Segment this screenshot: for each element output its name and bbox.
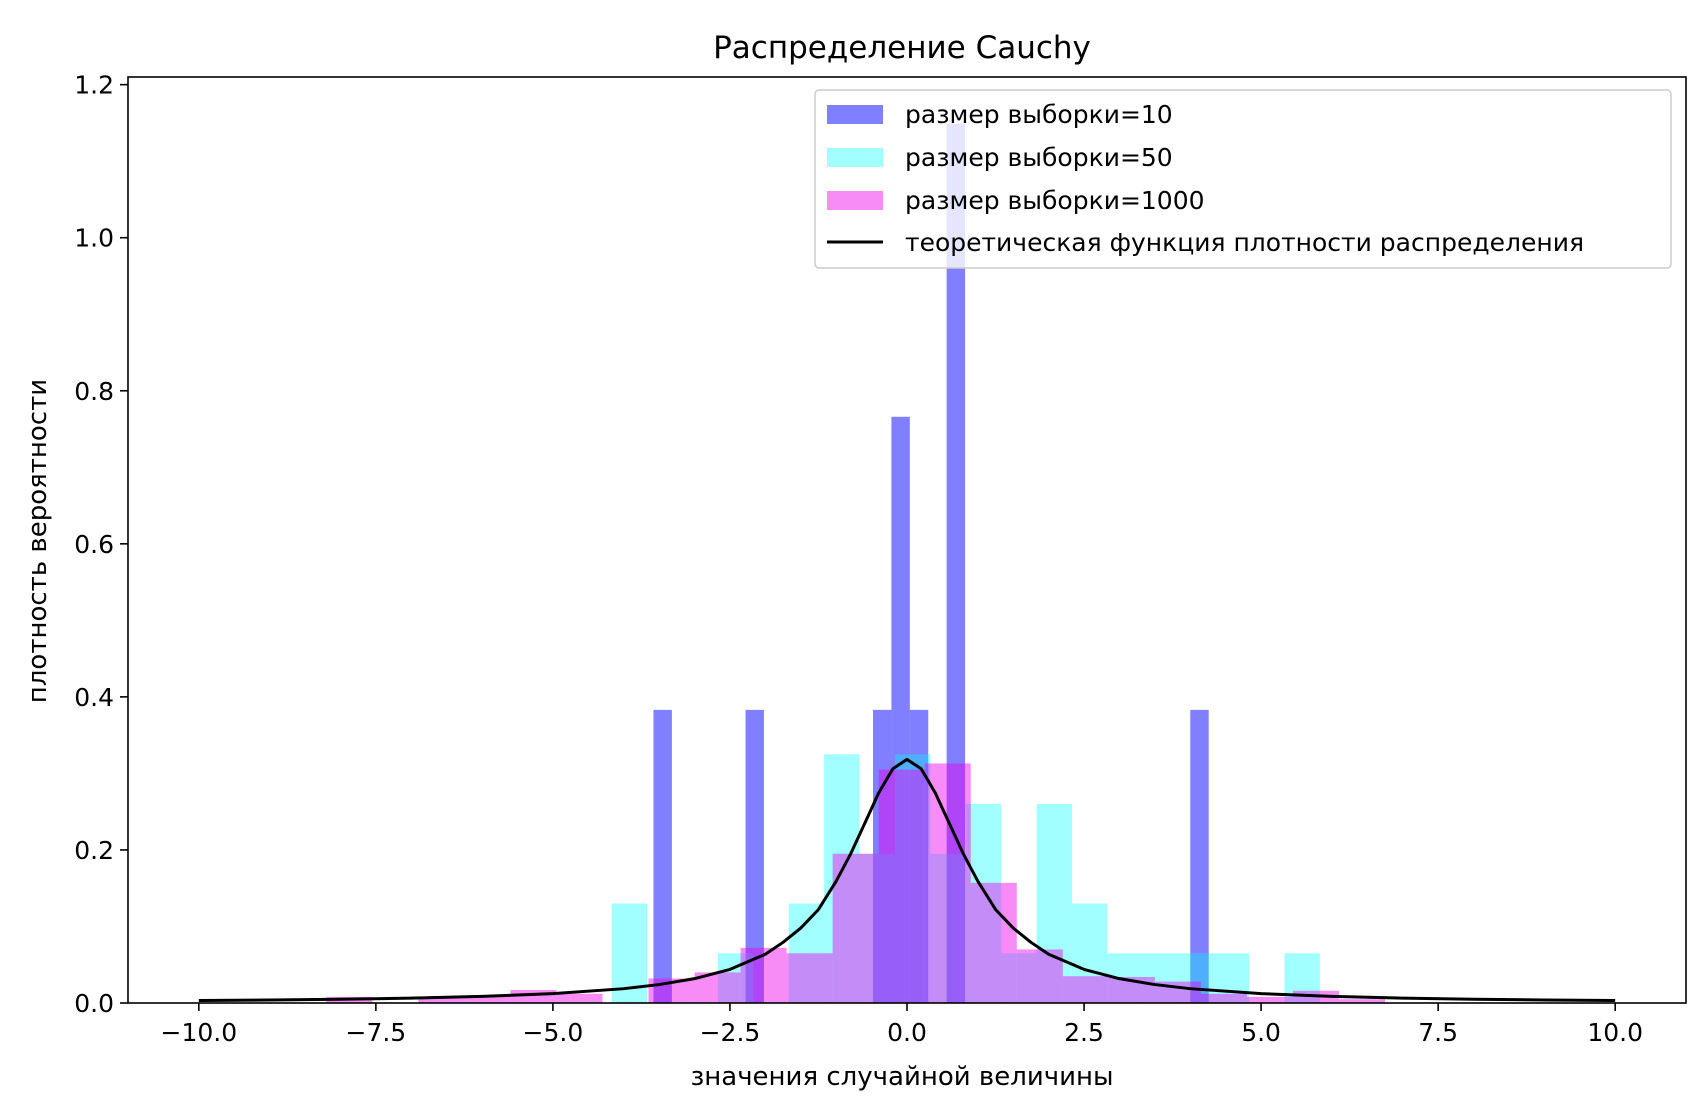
x-tick-label-8: 10.0	[1587, 1018, 1643, 1047]
bar-sample-1000-11	[924, 763, 971, 1003]
bar-sample-10-5	[946, 123, 966, 1004]
y-axis-ticks: 0.0 0.2 0.4 0.6 0.8 1.0 1.2	[74, 71, 128, 1018]
y-tick-label-3: 0.6	[74, 530, 114, 559]
y-tick-label-4: 0.8	[74, 377, 114, 406]
y-tick-label-1: 0.2	[74, 836, 114, 865]
legend-label-sample-1000: размер выборки=1000	[905, 186, 1205, 215]
bar-sample-1000-20	[1338, 999, 1386, 1003]
x-tick-label-5: 2.5	[1064, 1018, 1104, 1047]
x-axis-ticks: −10.0 −7.5 −5.0 −2.5 0.0 2.5 5.0 7.5 10.0	[161, 1003, 1643, 1047]
legend-swatch-sample-10	[827, 105, 883, 124]
y-tick-label-0: 0.0	[74, 989, 114, 1018]
x-tick-label-4: 0.0	[887, 1018, 927, 1047]
legend-label-theoretical-pdf: теоретическая функция плотности распреде…	[905, 228, 1584, 257]
bar-sample-1000-18	[1246, 996, 1293, 1003]
legend-label-sample-50: размер выборки=50	[905, 143, 1173, 172]
y-tick-label-2: 0.4	[74, 683, 114, 712]
x-tick-label-2: −5.0	[523, 1018, 584, 1047]
x-tick-label-0: −10.0	[161, 1018, 238, 1047]
bar-sample-10-6	[1190, 709, 1209, 1003]
bar-sample-50-5	[894, 754, 931, 1003]
bar-sample-1000-17	[1200, 993, 1247, 1003]
bar-sample-50-8	[1001, 953, 1037, 1003]
bar-sample-50-9	[1036, 804, 1073, 1003]
bar-sample-1000-8	[786, 953, 833, 1003]
bar-sample-10-1	[745, 709, 764, 1003]
x-axis-label: значения случайной величины	[690, 1062, 1113, 1092]
legend-box	[814, 89, 1672, 269]
bar-sample-1000-10	[878, 769, 925, 1003]
bar-sample-10-0	[653, 709, 672, 1003]
bar-sample-10-4	[909, 709, 929, 1003]
bar-sample-50-6	[930, 853, 966, 1003]
bar-sample-50-7	[965, 804, 1002, 1003]
bars-layer	[326, 123, 1386, 1004]
bar-sample-50-4	[859, 853, 895, 1003]
y-tick-label-5: 1.0	[74, 224, 114, 253]
legend-label-sample-10: размер выборки=10	[905, 100, 1173, 129]
bar-sample-1000-9	[832, 853, 879, 1003]
bar-sample-50-3	[824, 754, 860, 1003]
y-axis-label: плотность вероятности	[23, 379, 53, 703]
bar-sample-1000-7	[740, 947, 787, 1003]
bar-sample-50-12	[1142, 953, 1179, 1003]
bar-sample-10-3	[891, 416, 910, 1003]
legend: размер выборки=10 размер выборки=50 разм…	[814, 89, 1672, 269]
bar-sample-1000-2	[464, 995, 511, 1003]
bar-sample-50-13	[1178, 953, 1214, 1003]
bar-sample-1000-14	[1062, 976, 1109, 1003]
x-tick-label-7: 7.5	[1418, 1018, 1458, 1047]
legend-swatch-sample-50	[827, 148, 883, 167]
y-tick-label-6: 1.2	[74, 71, 114, 100]
bar-sample-1000-12	[970, 882, 1017, 1003]
line-layer	[198, 757, 1616, 1003]
bar-sample-1000-1	[418, 996, 465, 1003]
bar-sample-1000-4	[556, 993, 603, 1003]
x-tick-label-3: −2.5	[700, 1018, 761, 1047]
legend-swatch-sample-1000	[827, 191, 883, 210]
bar-sample-50-14	[1213, 953, 1250, 1003]
chart-title: Распределение Cauchy	[713, 30, 1091, 66]
line-theoretical-pdf	[198, 757, 1616, 1003]
x-tick-label-6: 5.0	[1241, 1018, 1281, 1047]
bar-sample-10-2	[873, 709, 892, 1003]
bar-sample-50-10	[1072, 903, 1108, 1003]
x-tick-label-1: −7.5	[346, 1018, 407, 1047]
